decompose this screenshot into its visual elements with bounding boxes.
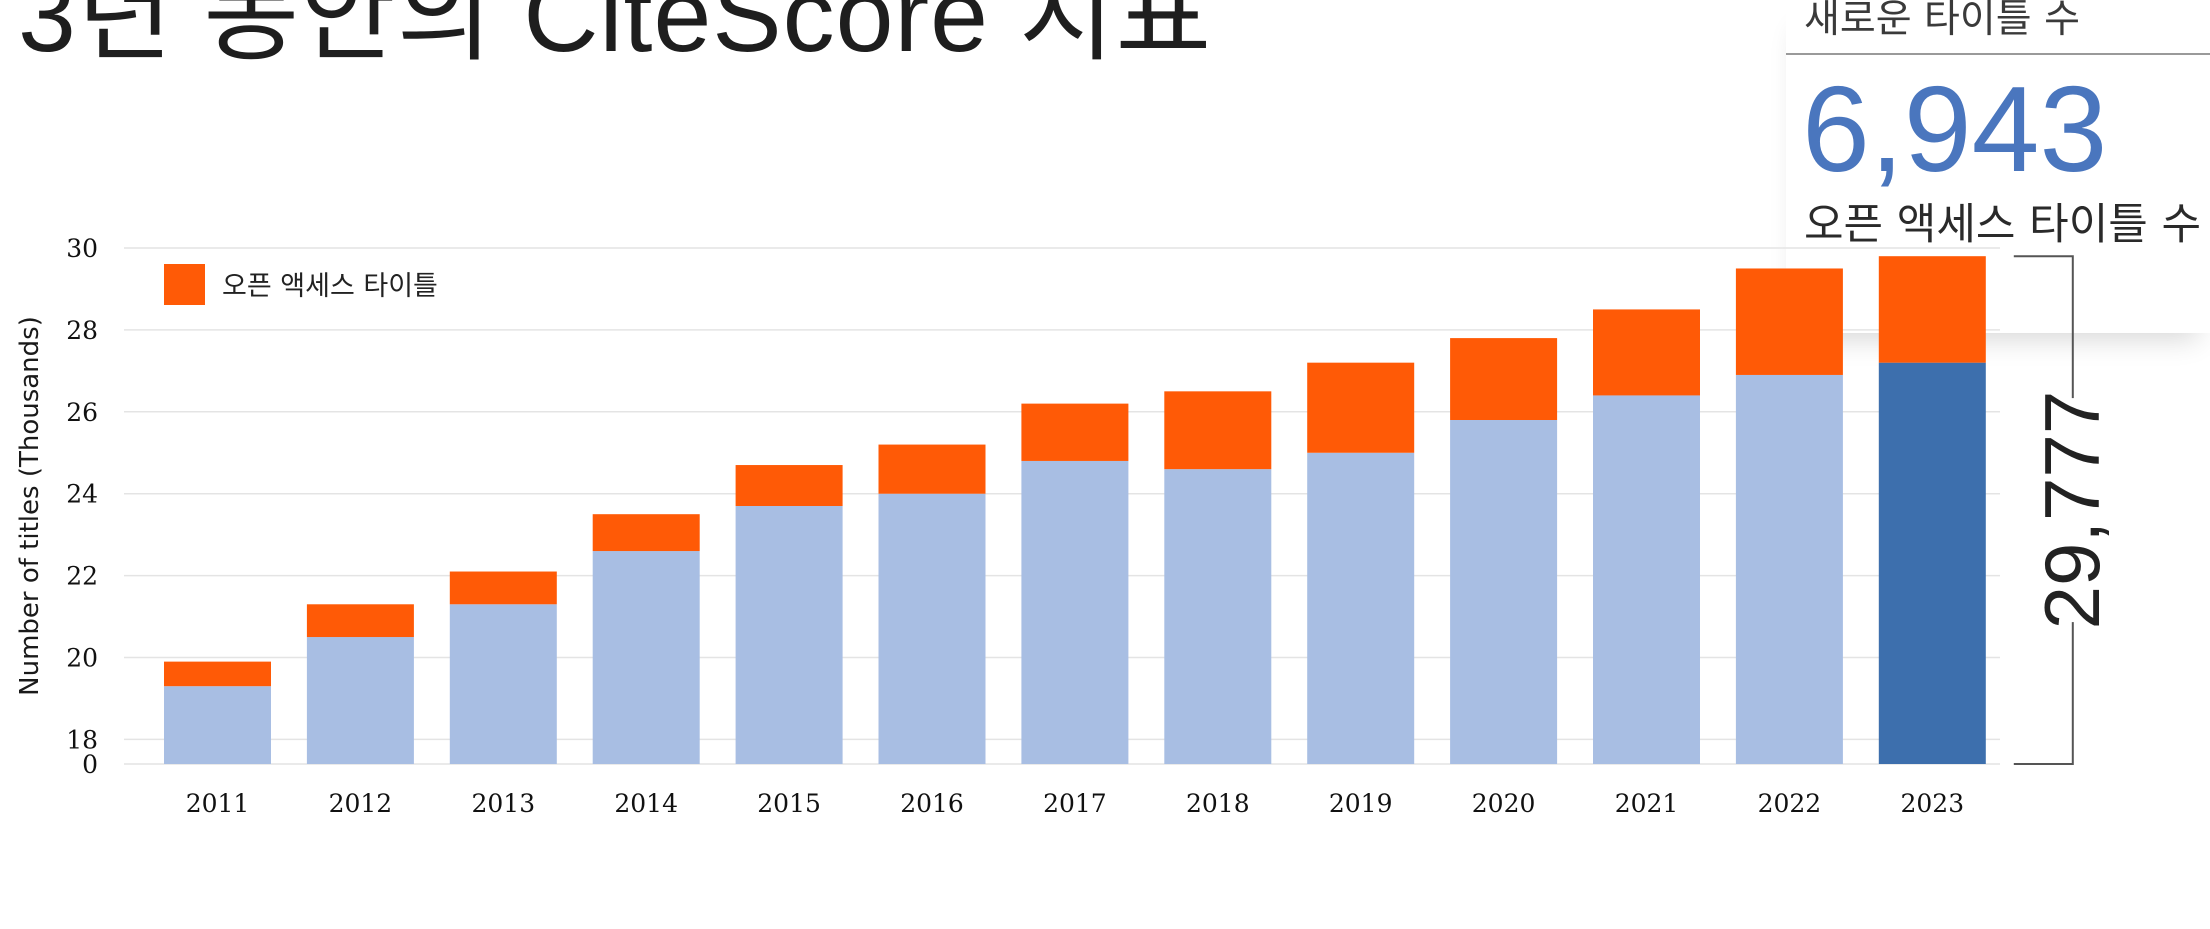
bar-open-access-2016 <box>878 444 986 494</box>
x-tick-label: 2022 <box>1758 789 1822 818</box>
x-tick-label: 2020 <box>1472 789 1536 818</box>
bar-open-access-2013 <box>449 571 557 605</box>
y-tick-label: 20 <box>66 644 98 673</box>
bar-base-2014 <box>592 551 700 764</box>
page-title: 3년 동안의 CiteScore 지표 <box>18 0 1213 74</box>
bar-base-2016 <box>878 493 986 764</box>
bar-open-access-2017 <box>1021 403 1129 461</box>
bar-open-access-2020 <box>1450 338 1558 420</box>
bar-base-2021 <box>1593 395 1700 764</box>
bar-open-access-2012 <box>306 604 414 638</box>
new-titles-label: 새로운 타이틀 수 <box>1804 0 2080 42</box>
bars <box>164 256 1986 764</box>
y-tick-label: 0 <box>82 750 98 779</box>
oa-title-count: 6,943 <box>1802 61 2108 197</box>
stat-divider <box>1786 53 2210 55</box>
x-tick-label: 2016 <box>900 789 964 818</box>
total-bracket: 29,777 <box>2013 255 2116 765</box>
bar-open-access-2018 <box>1164 391 1272 470</box>
x-tick-label: 2019 <box>1329 789 1393 818</box>
bar-open-access-2023 <box>1878 256 1986 363</box>
x-tick-label: 2017 <box>1043 789 1107 818</box>
x-tick-label: 2015 <box>757 789 821 818</box>
y-tick-label: 22 <box>66 562 98 591</box>
total-titles-label: 29,777 <box>2028 391 2116 630</box>
total-label-backdrop <box>2036 398 2109 623</box>
y-tick-label: 24 <box>66 480 98 509</box>
bar-base-2015 <box>735 506 843 764</box>
bar-base-2023 <box>1878 362 1986 764</box>
legend: 오픈 액세스 타이틀 <box>164 264 438 305</box>
x-tick-label: 2018 <box>1186 789 1250 818</box>
x-tick-label: 2014 <box>614 789 678 818</box>
x-tick-label: 2011 <box>186 789 250 818</box>
bar-base-2019 <box>1307 452 1415 764</box>
y-axis-label: Number of titles (Thousands) <box>15 316 45 696</box>
x-tick-label: 2021 <box>1615 789 1679 818</box>
stat-panel: 새로운 타이틀 수 6,943 오픈 액세스 타이틀 수 <box>1786 0 2210 333</box>
bar-open-access-2014 <box>592 514 700 552</box>
bar-base-2022 <box>1735 374 1843 764</box>
bar-open-access-2011 <box>164 661 271 687</box>
oa-title-count-label: 오픈 액세스 타이틀 수 <box>1804 200 2202 250</box>
legend-swatch-open-access <box>164 264 205 305</box>
bar-base-2013 <box>449 604 557 764</box>
y-tick-label: 26 <box>66 398 98 427</box>
bar-base-2017 <box>1021 460 1129 764</box>
y-tick-label: 30 <box>66 234 98 263</box>
bar-open-access-2015 <box>735 465 843 506</box>
legend-label-open-access: 오픈 액세스 타이틀 <box>222 271 438 302</box>
x-tick-label: 2023 <box>1900 789 1964 818</box>
bar-base-2011 <box>164 686 271 764</box>
bar-base-2020 <box>1450 420 1558 764</box>
x-tick-label: 2012 <box>329 789 393 818</box>
bar-open-access-2021 <box>1593 309 1700 396</box>
y-tick-label: 28 <box>66 316 98 345</box>
y-tick-label: 18 <box>66 725 98 754</box>
bar-base-2018 <box>1164 469 1272 764</box>
x-tick-label: 2013 <box>471 789 535 818</box>
bar-open-access-2022 <box>1735 268 1843 375</box>
bar-open-access-2019 <box>1307 362 1415 453</box>
bar-base-2012 <box>306 637 414 764</box>
